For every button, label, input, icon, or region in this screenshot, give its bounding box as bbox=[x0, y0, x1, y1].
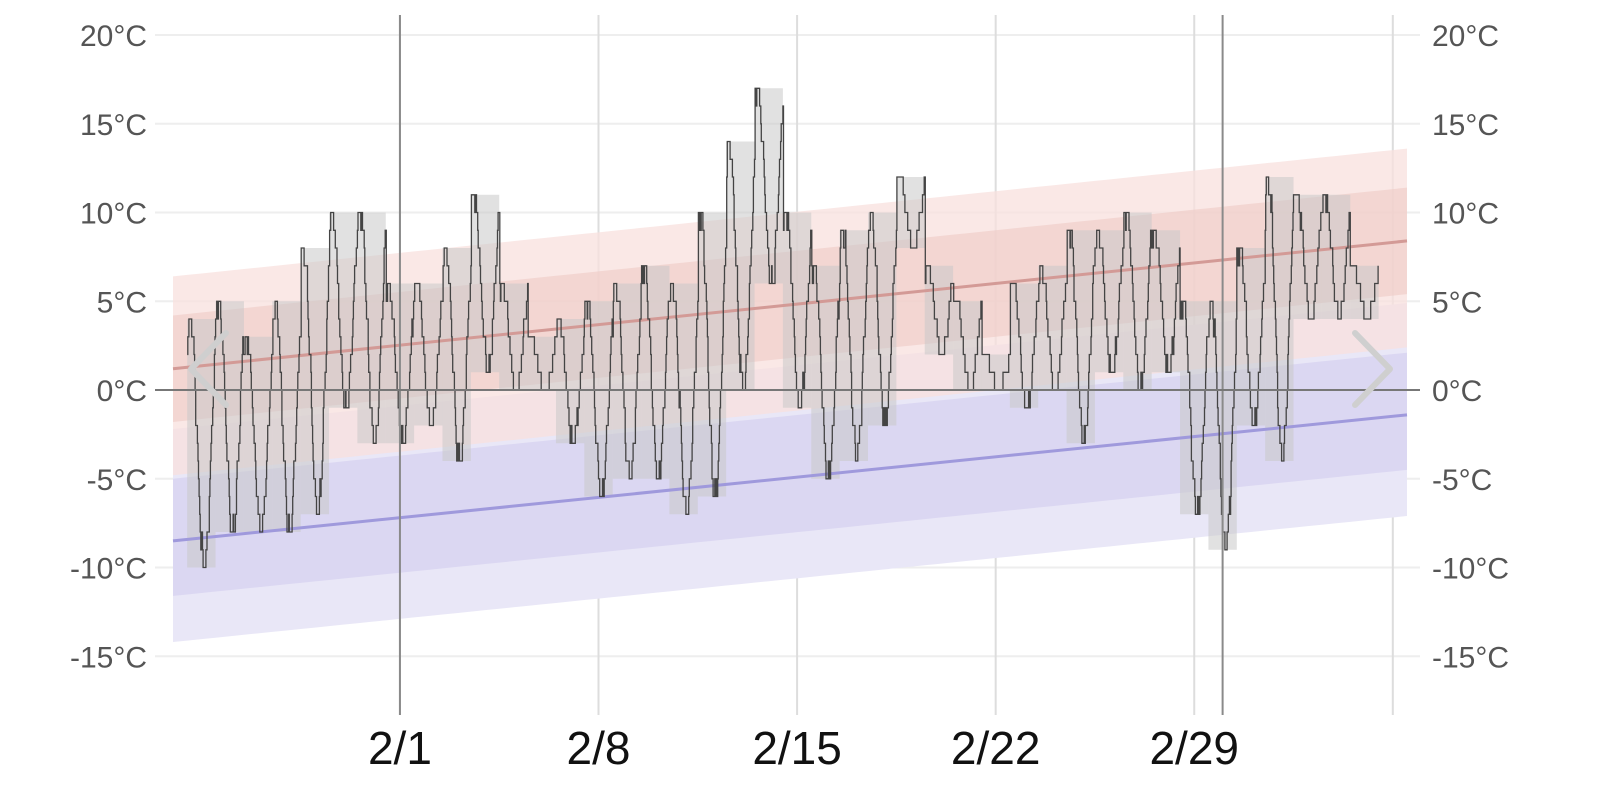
y-tick-label-left: 15°C bbox=[80, 109, 147, 142]
observed-range-bar bbox=[555, 319, 585, 444]
y-tick-label-left: 20°C bbox=[80, 20, 147, 53]
y-tick-label-right: 5°C bbox=[1432, 286, 1482, 319]
y-tick-label-right: 0°C bbox=[1432, 375, 1482, 408]
observed-range-bar bbox=[612, 283, 642, 479]
y-tick-label-right: 20°C bbox=[1432, 20, 1499, 53]
x-tick-label: 2/8 bbox=[567, 722, 631, 774]
x-tick-label: 2/15 bbox=[752, 722, 842, 774]
y-tick-label-right: -10°C bbox=[1432, 553, 1509, 586]
observed-range-bar bbox=[669, 283, 698, 515]
observed-range-bar bbox=[357, 212, 386, 444]
x-tick-label: 2/22 bbox=[951, 722, 1041, 774]
observed-range-bar bbox=[1009, 283, 1039, 408]
x-tick-label: 2/29 bbox=[1149, 722, 1239, 774]
observed-temperature-line bbox=[187, 87, 1379, 569]
y-tick-label-left: 0°C bbox=[97, 375, 147, 408]
chevron-left-icon[interactable] bbox=[170, 318, 250, 418]
y-tick-label-left: -10°C bbox=[70, 553, 147, 586]
y-tick-label-right: -5°C bbox=[1432, 464, 1492, 497]
max-normal-line bbox=[172, 239, 1408, 371]
y-tick-label-left: 5°C bbox=[97, 286, 147, 319]
y-tick-label-left: -15°C bbox=[70, 641, 147, 674]
y-tick-label-left: 10°C bbox=[80, 198, 147, 231]
chevron-right-icon[interactable] bbox=[1340, 318, 1420, 418]
observed-range-bar bbox=[1321, 194, 1351, 319]
y-tick-label-right: 10°C bbox=[1432, 198, 1499, 231]
min-normal-line bbox=[172, 413, 1408, 543]
y-tick-label-left: -5°C bbox=[87, 464, 147, 497]
y-tick-label-right: -15°C bbox=[1432, 641, 1509, 674]
x-tick-label: 2/1 bbox=[368, 722, 432, 774]
min-normal-band-inner bbox=[173, 352, 1407, 596]
y-tick-label-right: 15°C bbox=[1432, 109, 1499, 142]
observed-range-bar bbox=[300, 248, 330, 515]
